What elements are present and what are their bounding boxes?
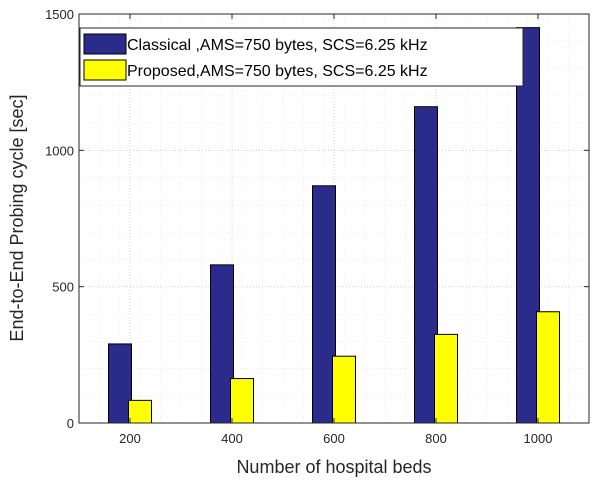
y-tick-label: 1000: [45, 143, 74, 158]
legend-box: [79, 27, 524, 87]
legend-swatch-proposed: [83, 59, 127, 81]
x-tick-label: 1000: [524, 431, 553, 446]
legend: Classical ,AMS=750 bytes, SCS=6.25 kHz P…: [79, 27, 524, 87]
y-axis-title: End-to-End Probing cycle [sec]: [7, 94, 27, 341]
bar-proposed-200: [128, 399, 152, 424]
legend-swatch-classical: [83, 33, 127, 55]
bar-proposed-800: [434, 333, 458, 424]
ticks: 0 500 1000 1500 200 400 600 800 1000: [45, 7, 589, 446]
x-tick-label: 400: [221, 431, 243, 446]
bar-proposed-600: [332, 355, 356, 424]
bar-proposed-400: [230, 378, 254, 424]
y-tick-label: 1500: [45, 7, 74, 22]
x-tick-label: 800: [425, 431, 447, 446]
legend-label-classical: Classical ,AMS=750 bytes, SCS=6.25 kHz: [127, 37, 428, 54]
x-tick-label: 600: [323, 431, 345, 446]
x-tick-label: 200: [119, 431, 141, 446]
x-axis-title: Number of hospital beds: [236, 457, 431, 477]
bar-proposed-1000: [536, 311, 560, 424]
y-tick-label: 0: [67, 416, 74, 431]
y-tick-label: 500: [52, 280, 74, 295]
legend-label-proposed: Proposed,AMS=750 bytes, SCS=6.25 kHz: [127, 63, 428, 80]
